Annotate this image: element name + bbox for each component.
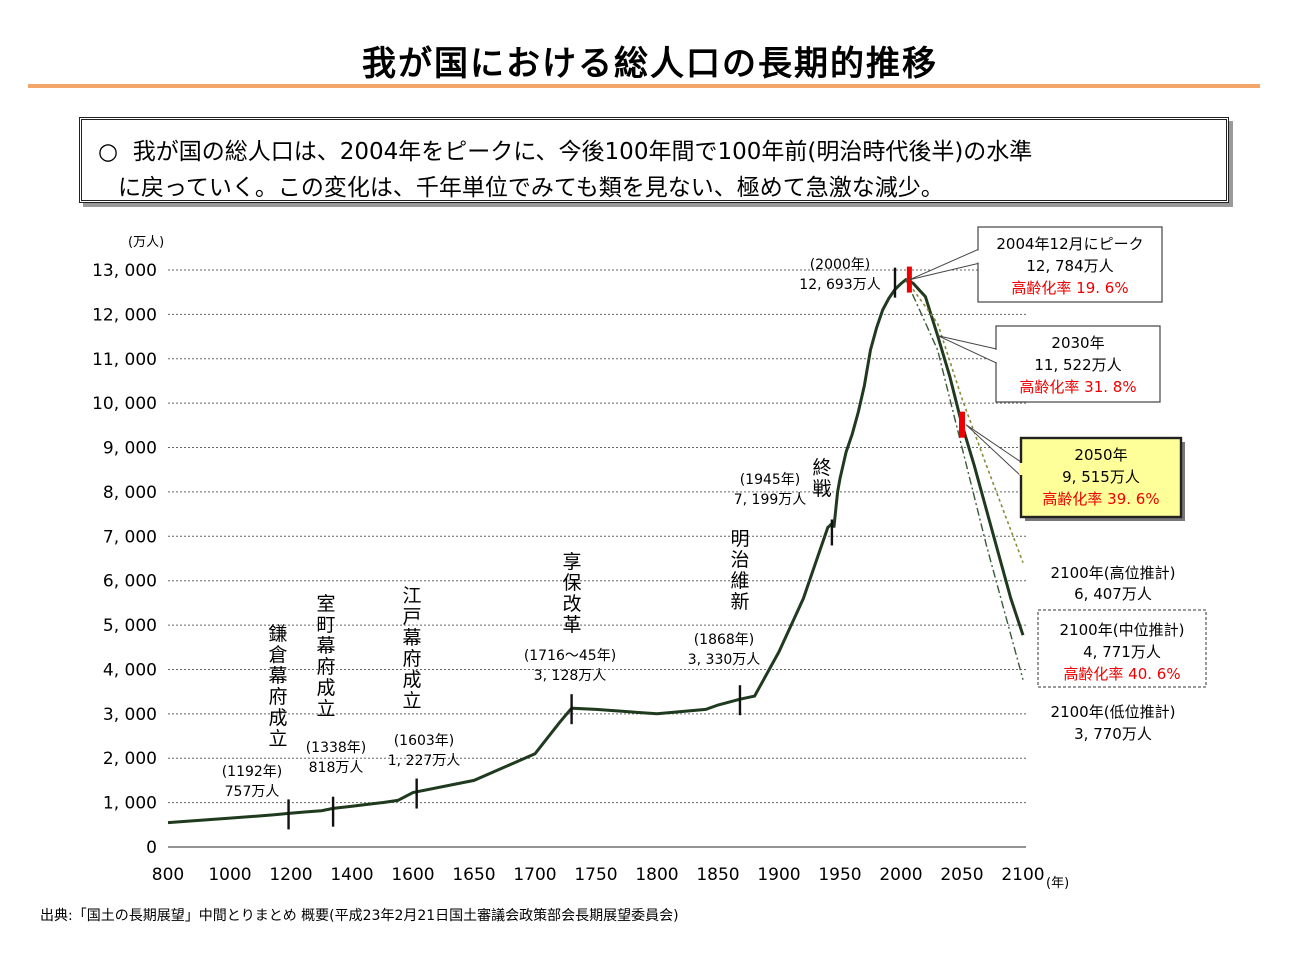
year-2050-marker — [959, 411, 965, 438]
point-label-value: 3, 128万人 — [534, 668, 607, 684]
summary-box: ○ 我が国の総人口は、2004年をピークに、今後100年間で100年前(明治時代… — [79, 117, 1229, 203]
event-label: 終戦 — [812, 457, 831, 500]
point-labels: (1192年) 757万人 (1338年) 818万人 (1603年) 1, 227万人 (… — [222, 257, 881, 800]
y-tick-label: 4, 000 — [103, 660, 157, 680]
series-line-actual-medium — [167, 277, 1025, 825]
y-tick-label: 1, 000 — [103, 794, 157, 814]
x-tick-label: 2050 — [940, 865, 983, 885]
y-tick-label: 5, 000 — [103, 616, 157, 636]
x-tick-label: 2000 — [879, 865, 922, 885]
source-note: 出典:「国土の長期展望」中間とりまとめ 概要(平成23年2月21日国土審議会政策… — [40, 908, 679, 924]
summary-text-1: 我が国の総人口は、2004年をピークに、今後100年間で100年前(明治時代後半… — [132, 139, 1033, 165]
y-tick-label: 11, 000 — [92, 350, 157, 370]
x-tick-label: 800 — [152, 865, 184, 885]
point-label-year: (2000年) — [810, 257, 871, 273]
x-tick-label: 1000 — [208, 865, 251, 885]
callout-line-1: 2030年 — [1051, 334, 1104, 352]
summary-bullet: ○ — [98, 139, 119, 165]
event-label: 江戸幕府成立 — [402, 585, 421, 712]
peak-marker — [906, 266, 912, 293]
event-label: 明治維新 — [730, 528, 749, 613]
point-label-value: 1, 227万人 — [388, 753, 461, 769]
x-axis: 800 1000 1200 1400 1600 1650 1700 1750 1800 1850 1… — [152, 865, 1045, 885]
point-label-year: (1192年) — [222, 764, 283, 780]
event-label: 享保改革 — [562, 551, 581, 636]
y-tick-label: 13, 000 — [92, 261, 157, 281]
projection-label: 2100年(中位推計) — [1060, 621, 1185, 639]
projection-box — [1037, 609, 1207, 688]
y-tick-label: 6, 000 — [103, 572, 157, 592]
projection-label: 2100年(高位推計) — [1051, 564, 1176, 582]
callout-line-1: 2050年 — [1074, 446, 1127, 464]
point-label-value: 12, 693万人 — [799, 277, 880, 293]
projection-labels: 2100年(高位推計) 6, 407万人 2100年(中位推計) 4, 771万人高齢… — [1037, 564, 1207, 743]
event-markers — [287, 266, 965, 830]
y-tick-label: 0 — [146, 838, 157, 858]
x-tick-label: 1800 — [635, 865, 678, 885]
callout-line-2: 9, 515万人 — [1062, 468, 1140, 486]
point-label-year: (1868年) — [694, 632, 755, 648]
series-lines — [167, 277, 1025, 825]
projection-rate: 高齢化率 40. 6% — [1063, 665, 1180, 683]
callout-box — [995, 325, 1161, 403]
point-label-year: (1603年) — [394, 733, 455, 749]
x-tick-label: 1950 — [818, 865, 861, 885]
point-label-value: 757万人 — [225, 784, 280, 800]
x-tick-label: 2100 — [1001, 865, 1044, 885]
callout-line-2: 11, 522万人 — [1034, 356, 1121, 374]
projection-value: 6, 407万人 — [1074, 585, 1152, 603]
event-label: 鎌倉幕府成立 — [268, 623, 287, 750]
y-tick-label: 8, 000 — [103, 483, 157, 503]
callout-box — [977, 226, 1163, 303]
y-tick-label: 9, 000 — [103, 439, 157, 459]
callout-line-3: 高齢化率 31. 8% — [1019, 378, 1136, 396]
event-labels: 鎌倉幕府成立 室町幕府成立 江戸幕府成立 享保改革 明治維新 終戦 — [268, 457, 831, 750]
callout-pointer — [909, 248, 979, 281]
x-tick-label: 1700 — [513, 865, 556, 885]
x-tick-label: 1600 — [391, 865, 434, 885]
projection-value: 3, 770万人 — [1074, 725, 1152, 743]
x-tick-label: 1400 — [330, 865, 373, 885]
projection-value: 4, 771万人 — [1083, 643, 1161, 661]
title-rule — [28, 84, 1260, 88]
y-tick-label: 7, 000 — [103, 527, 157, 547]
x-axis-label: (年) — [1046, 876, 1069, 891]
callout-pointer — [937, 335, 997, 364]
x-tick-label: 1900 — [757, 865, 800, 885]
y-axis-label: (万人) — [128, 235, 164, 250]
point-label-year: (1945年) — [740, 472, 801, 488]
summary-line-1: ○ 我が国の総人口は、2004年をピークに、今後100年間で100年前(明治時代… — [98, 132, 1032, 166]
x-tick-label: 1200 — [269, 865, 312, 885]
point-label-value: 3, 330万人 — [688, 652, 761, 668]
y-axis: 0 1, 000 2, 000 3, 000 4, 000 5, 000 6, 000 7, … — [92, 261, 157, 858]
point-label-value: 7, 199万人 — [734, 492, 807, 508]
grid-lines — [168, 269, 1026, 848]
callout-line-3: 高齢化率 19. 6% — [1011, 279, 1128, 297]
page-title: 我が国における総人口の長期的推移 — [362, 44, 938, 84]
series-line-low — [905, 279, 1024, 680]
series-line-high — [905, 279, 1024, 563]
x-tick-label: 1750 — [574, 865, 617, 885]
x-tick-label: 1650 — [452, 865, 495, 885]
y-tick-label: 2, 000 — [103, 749, 157, 769]
y-tick-label: 12, 000 — [92, 305, 157, 325]
point-label-year: (1716～45年) — [524, 648, 616, 664]
y-tick-label: 10, 000 — [92, 394, 157, 414]
callout-box — [1019, 436, 1183, 519]
point-label-year: (1338年) — [306, 740, 367, 756]
x-tick-label: 1850 — [696, 865, 739, 885]
callout-line-1: 2004年12月にピーク — [996, 235, 1143, 253]
summary-line-2: に戻っていく。この変化は、千年単位でみても類を見ない、極めて急激な減少。 — [118, 175, 944, 201]
callout-line-2: 12, 784万人 — [1026, 257, 1113, 275]
callout-line-3: 高齢化率 39. 6% — [1042, 490, 1159, 508]
point-label-value: 818万人 — [309, 760, 364, 776]
y-tick-label: 3, 000 — [103, 705, 157, 725]
projection-label: 2100年(低位推計) — [1051, 703, 1176, 721]
event-label: 室町幕府成立 — [316, 593, 335, 720]
